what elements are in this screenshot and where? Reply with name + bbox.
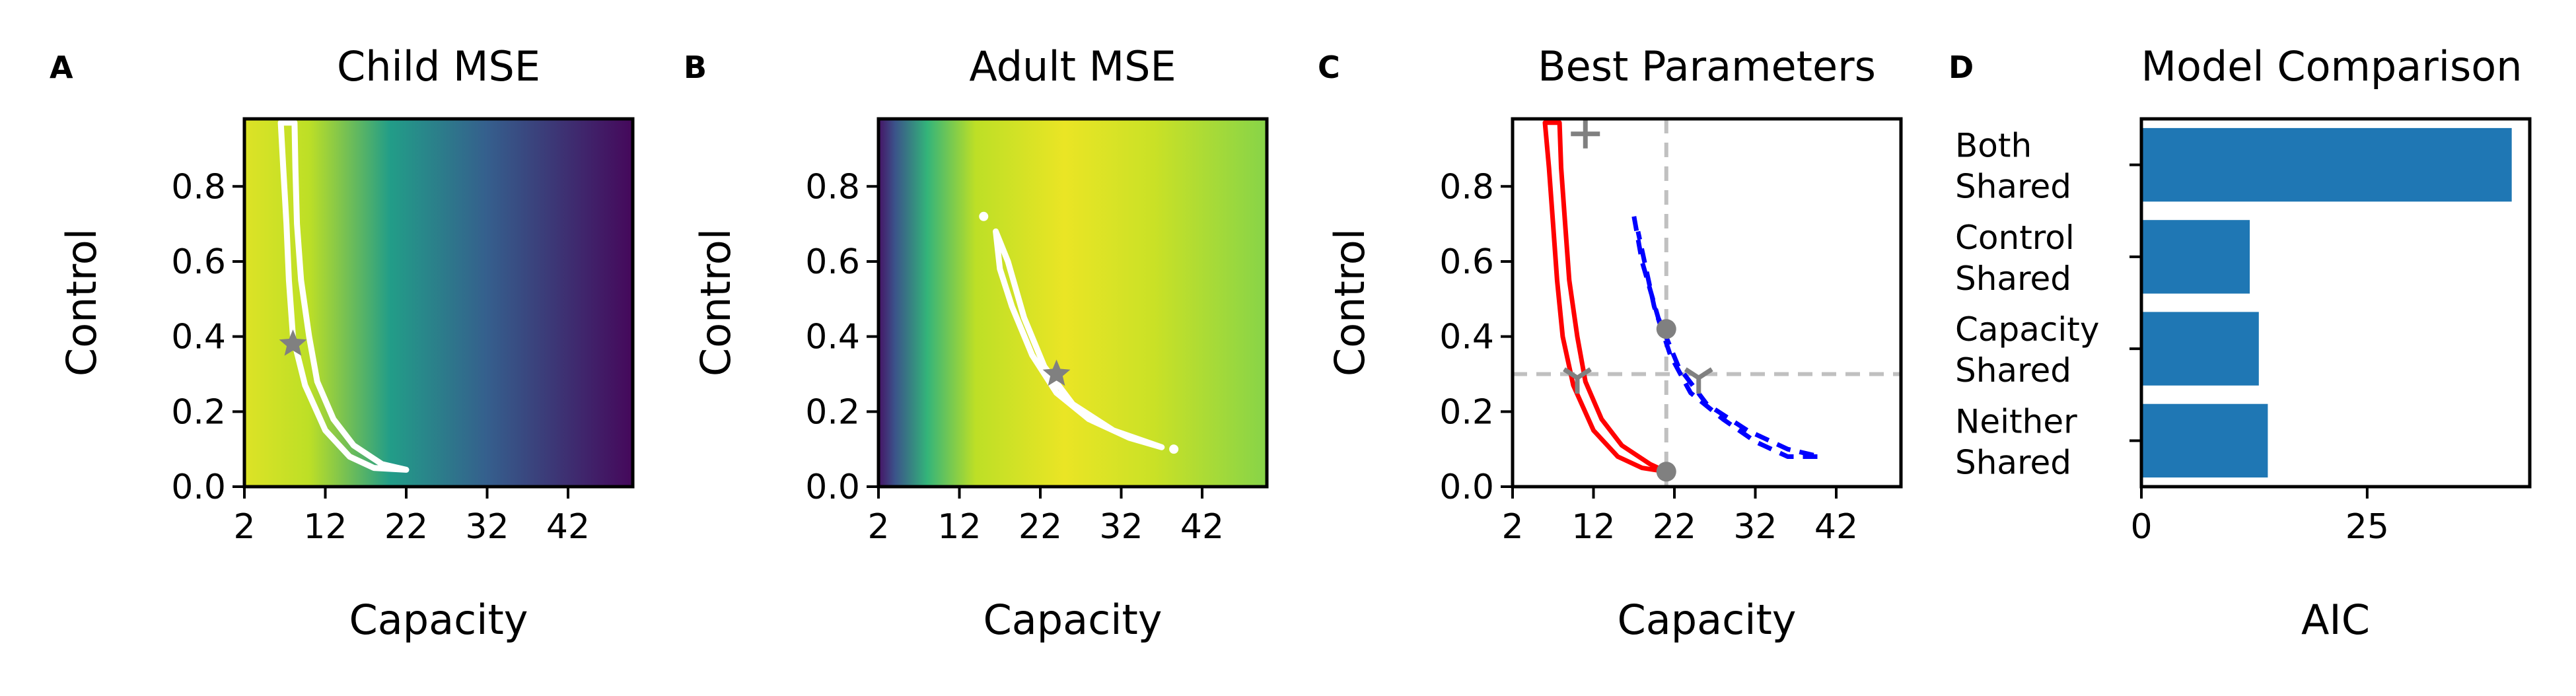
y-tick-label: 0.8: [171, 167, 226, 207]
panel-letter: A: [50, 50, 73, 85]
panel-letter: B: [684, 50, 707, 85]
category-label-line: Neither: [1955, 402, 2077, 440]
y-tick-label: 0.0: [1439, 468, 1494, 507]
y-tick-label: 0.4: [171, 318, 226, 357]
category-label: Neither Shared: [1955, 402, 2077, 481]
plot-area: 2 12 22 32 42 0.0 0.2 0.4 0.6 0.8: [805, 167, 1224, 547]
y-tick-label: 0.6: [805, 242, 860, 282]
panel-b: B Adult MSE 2 12 22 32 42 0.0 0.2 0.4 0.6 0.8 Cap…: [684, 42, 1269, 644]
category-label: Control Shared: [1955, 219, 2075, 298]
plot-frame: [877, 117, 1269, 489]
panel-letter: D: [1949, 50, 1974, 85]
x-tick-label: 32: [465, 507, 509, 547]
tri-marker: [1563, 367, 1592, 394]
bar: [2141, 220, 2250, 294]
category-label: Capacity Shared: [1955, 310, 2100, 390]
panel-a: A Child MSE 2 12 22 32 42 0.0 0.2 0.4 0.6 0.8 Cap…: [50, 42, 635, 644]
x-tick-label: 12: [303, 507, 347, 547]
x-tick-label: 12: [1571, 507, 1615, 547]
category-label-line: Shared: [1955, 260, 2071, 298]
y-tick-label: 0.0: [805, 468, 860, 507]
contour-dot: [979, 211, 989, 221]
y-tick-label: 0.0: [171, 468, 226, 507]
y-axis-label: Control: [57, 228, 106, 376]
y-tick-label: 0.2: [171, 392, 226, 432]
plus-marker: [1571, 119, 1600, 149]
x-tick-label: 2: [867, 507, 889, 547]
category-label-line: Capacity: [1955, 310, 2100, 349]
x-tick-label: 22: [384, 507, 428, 547]
plot-area: 2 12 22 32 42 0.0 0.2 0.4 0.6 0.8: [1439, 119, 1901, 547]
tri-marker: [1684, 367, 1713, 394]
x-tick-label: 42: [1180, 507, 1224, 547]
x-tick-label: 22: [1653, 507, 1696, 547]
plot-frame: [242, 117, 635, 489]
category-label-line: Shared: [1955, 351, 2071, 390]
panel-c: C Best Parameters 2 12 22 32 42 0.0 0.2 0.4 0.6 0…: [1318, 42, 1903, 644]
x-tick-label: 2: [233, 507, 255, 547]
x-tick-label: 42: [1814, 507, 1858, 547]
x-tick-label: 32: [1099, 507, 1143, 547]
panel-title: Model Comparison: [2141, 42, 2522, 90]
y-tick-label: 0.4: [1439, 318, 1494, 357]
y-tick-label: 0.4: [805, 318, 860, 357]
y-tick-label: 0.8: [1439, 167, 1494, 207]
y-tick-label: 0.8: [805, 167, 860, 207]
bar: [2141, 127, 2512, 202]
y-tick-label: 0.2: [1439, 392, 1494, 432]
category-label-line: Shared: [1955, 168, 2071, 206]
x-tick-label: 32: [1733, 507, 1777, 547]
x-axis-label: Capacity: [984, 596, 1163, 644]
panel-title: Child MSE: [337, 42, 540, 90]
bar: [2141, 312, 2259, 386]
y-tick-label: 0.2: [805, 392, 860, 432]
panel-letter: C: [1318, 50, 1340, 85]
x-tick-label: 42: [546, 507, 590, 547]
y-axis-label: Control: [692, 228, 740, 376]
category-label-line: Both: [1955, 127, 2032, 165]
x-tick-label: 25: [2345, 507, 2389, 547]
x-axis-label: Capacity: [1618, 596, 1797, 644]
plot-area: 2 12 22 32 42 0.0 0.2 0.4 0.6 0.8: [171, 120, 590, 547]
category-label-line: Shared: [1955, 443, 2071, 481]
panel-title: Adult MSE: [969, 42, 1176, 90]
heatmap-surface: [878, 119, 1267, 487]
bar: [2141, 403, 2268, 478]
category-label: Both Shared: [1955, 127, 2071, 206]
panel-title: Best Parameters: [1538, 42, 1876, 90]
dot-marker: [1656, 319, 1676, 339]
dot-marker: [1656, 462, 1676, 482]
y-tick-label: 0.6: [1439, 242, 1494, 282]
x-axis-label: AIC: [2301, 596, 2370, 644]
red-contour-line: [1542, 120, 1669, 474]
x-tick-label: 22: [1019, 507, 1062, 547]
best-fit-star-marker: [279, 330, 307, 356]
x-tick-label: 0: [2130, 507, 2152, 547]
plot-frame: [1511, 117, 1903, 489]
best-fit-star-marker: [1042, 359, 1071, 386]
x-tick-label: 12: [937, 507, 981, 547]
x-tick-label: 2: [1501, 507, 1523, 547]
heatmap-surface: [244, 119, 633, 487]
mse-contour: [993, 228, 1165, 450]
plot-frame: [2139, 117, 2532, 489]
contour-dot: [1169, 444, 1179, 454]
y-tick-label: 0.6: [171, 242, 226, 282]
x-axis-label: Capacity: [349, 596, 528, 644]
category-label-line: Control: [1955, 219, 2075, 257]
y-axis-label: Control: [1326, 228, 1374, 376]
mse-contour: [277, 120, 410, 473]
